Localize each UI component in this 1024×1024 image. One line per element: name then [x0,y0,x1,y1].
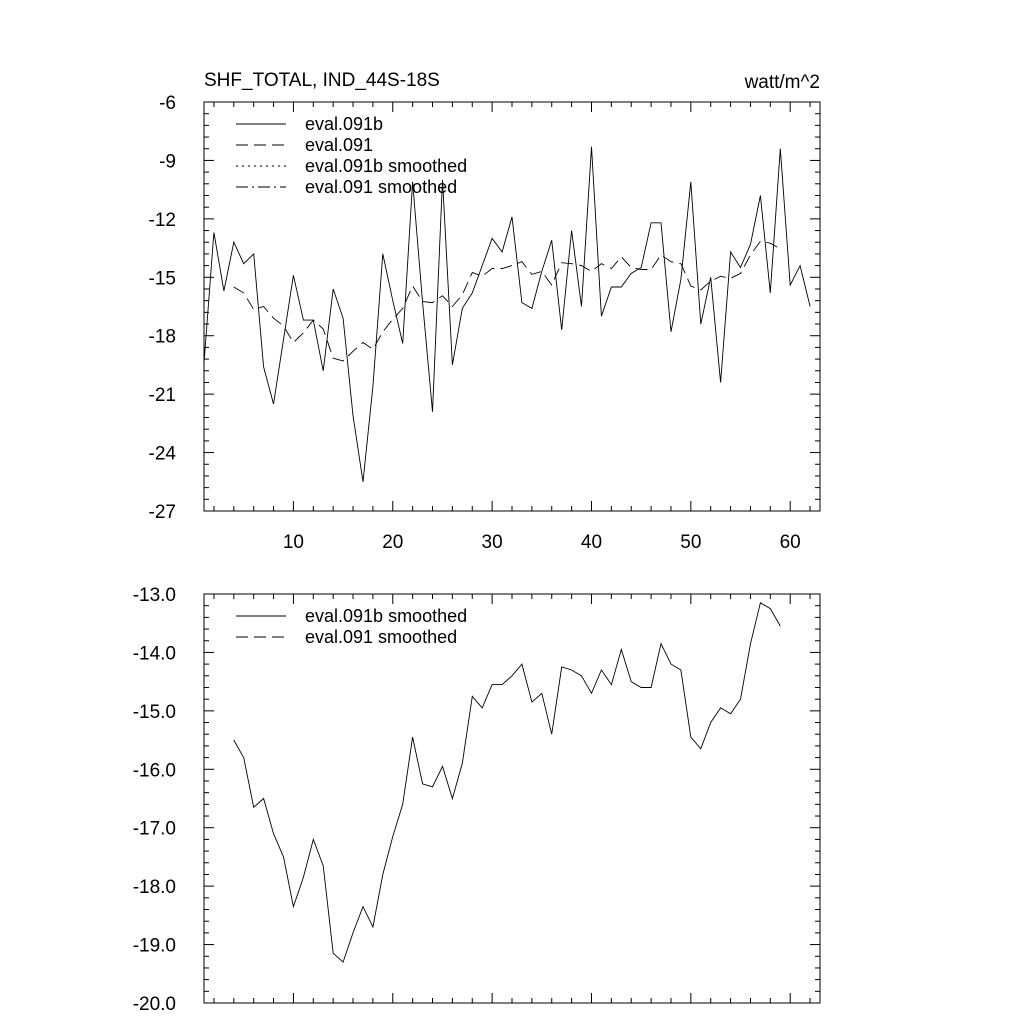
x-tick-label: 10 [283,532,304,553]
plot-frame [203,101,821,512]
y-tick-label: -15.0 [133,702,176,723]
y-tick-label: -12 [149,210,176,231]
legend-label: eval.091b smoothed [305,156,467,176]
y-tick-label: -19.0 [133,936,176,957]
units-label: watt/m^2 [744,72,820,93]
plot-frame [203,593,821,1004]
y-tick-label: -6 [159,93,176,114]
series-line-2 [233,240,781,362]
legend-label: eval.091b smoothed [305,606,467,626]
y-tick-label: -20.0 [133,994,176,1015]
x-tick-label: 40 [581,532,602,553]
series-line-1 [233,602,781,963]
y-tick-label: -9 [159,151,176,172]
series-line-1 [203,146,811,482]
chart-title: SHF_TOTAL, IND_44S-18S [204,70,440,91]
x-tick-label: 30 [482,532,503,553]
legend-label: eval.091 [305,135,373,155]
y-tick-label: -27 [149,502,176,523]
x-tick-label: 60 [780,532,801,553]
y-tick-label: -24 [149,444,177,465]
chart-panel-1: 10 20 30 40 50 60 -6 -9 -12 -15 -18 -21 -24 -27 SHF_TO… [149,70,821,553]
y-tick-label: -14.0 [133,643,176,664]
y-tick-label: -21 [149,385,176,406]
y-tick-label: -15 [149,268,176,289]
y-tick-label: -13.0 [133,585,176,606]
legend-label: eval.091b [305,114,383,134]
y-tick-label: -18 [149,327,176,348]
chart-panel-2: -13.0 -14.0 -15.0 -16.0 -17.0 -18.0 -19.0 -20.0… [133,585,821,1015]
x-tick-label: 20 [382,532,403,553]
legend-label: eval.091 smoothed [305,627,457,647]
y-tick-label: -16.0 [133,760,176,781]
y-tick-label: -17.0 [133,819,176,840]
x-tick-label: 50 [680,532,701,553]
y-tick-label: -18.0 [133,877,176,898]
legend-label: eval.091 smoothed [305,177,457,197]
